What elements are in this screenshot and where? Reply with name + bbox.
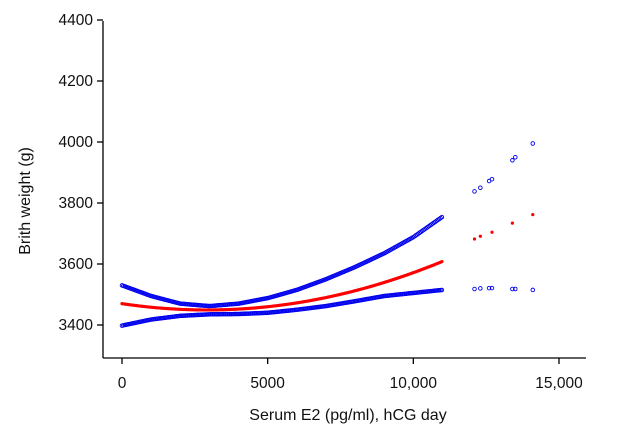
data-point	[489, 176, 495, 182]
data-point	[478, 286, 483, 291]
data-point	[472, 237, 477, 241]
data-point	[513, 286, 518, 292]
data-point	[510, 221, 514, 225]
data-point	[439, 214, 445, 220]
x-axis-title: Serum E2 (pg/ml), hCG day	[249, 407, 446, 424]
x-tick-label: 10,000	[390, 375, 438, 392]
plot-area	[119, 141, 536, 328]
data-point	[478, 234, 482, 238]
data-point	[530, 141, 536, 146]
data-point	[530, 287, 536, 293]
data-point	[510, 158, 515, 163]
data-point	[510, 286, 515, 292]
data-point	[486, 285, 492, 291]
x-tick-label: 15,000	[535, 375, 583, 392]
series-fitted	[120, 212, 535, 312]
y-axis-ticks: 3400 3600 3800 4000 4200 4400	[59, 12, 103, 334]
y-axis-title: Brith weight (g)	[17, 147, 34, 255]
y-tick-label: 3800	[59, 195, 94, 212]
data-point	[478, 185, 483, 190]
series-upper-ci	[119, 141, 536, 309]
data-point	[472, 286, 477, 292]
y-tick-label: 4400	[59, 12, 94, 29]
data-point	[472, 189, 477, 194]
data-point	[439, 287, 445, 293]
x-axis-ticks: 0 5000 10,000 15,000	[118, 358, 583, 392]
data-point	[489, 285, 495, 291]
y-tick-label: 4000	[59, 134, 94, 151]
x-tick-label: 0	[118, 375, 127, 392]
data-point	[490, 230, 494, 234]
y-tick-label: 3600	[59, 256, 94, 273]
data-point	[440, 260, 444, 264]
data-point	[513, 154, 518, 160]
y-tick-label: 3400	[59, 317, 94, 334]
data-point	[531, 212, 535, 217]
series-lower-ci	[119, 285, 536, 328]
x-tick-label: 5000	[250, 375, 285, 392]
y-tick-label: 4200	[59, 73, 94, 90]
